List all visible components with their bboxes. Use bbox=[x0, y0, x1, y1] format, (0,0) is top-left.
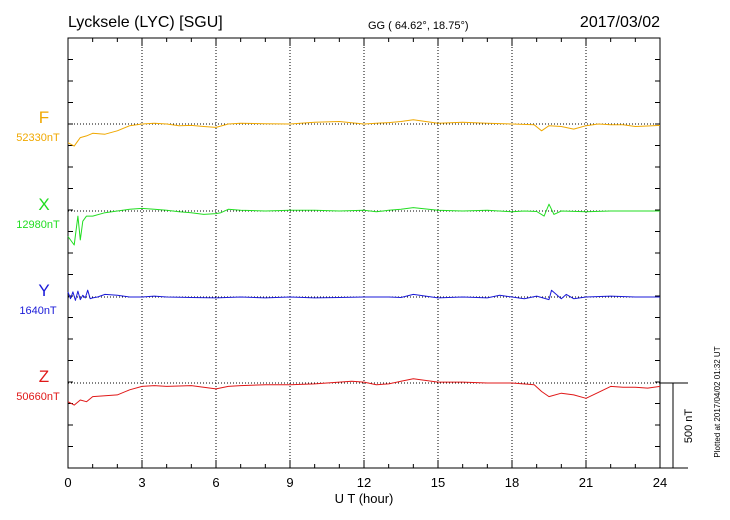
series-line-y bbox=[67, 289, 660, 301]
series-name-y: Y bbox=[38, 281, 49, 300]
plot-date: 2017/03/02 bbox=[580, 14, 660, 31]
scale-bar-label: 500 nT bbox=[683, 409, 695, 444]
series-line-z bbox=[67, 378, 661, 406]
axis-ticks bbox=[67, 38, 661, 468]
x-tick-label: 12 bbox=[357, 475, 371, 490]
series-baseline-x: 12980nT bbox=[16, 219, 60, 231]
series-name-f: F bbox=[39, 108, 49, 127]
x-axis-title: U T (hour) bbox=[335, 491, 394, 506]
x-tick-label: 0 bbox=[64, 475, 71, 490]
series-line-x bbox=[67, 203, 660, 246]
x-tick-label: 24 bbox=[653, 475, 667, 490]
series-labels: F 52330nT X 12980nT Y 1640nT Z 50660nT bbox=[16, 108, 60, 403]
x-tick-label: 21 bbox=[579, 475, 593, 490]
series-baseline-y: 1640nT bbox=[19, 305, 57, 317]
x-tick-labels: 0 3 6 9 12 15 18 21 24 bbox=[64, 475, 667, 490]
series-baseline-z: 50660nT bbox=[16, 391, 60, 403]
plotted-at-note: Plotted at 2017/04/02 01:32 UT bbox=[713, 346, 722, 457]
x-tick-label: 6 bbox=[212, 475, 219, 490]
vertical-grid bbox=[141, 38, 587, 468]
scale-bar: 500 nT bbox=[660, 382, 695, 469]
series-group bbox=[67, 119, 661, 406]
series-name-x: X bbox=[38, 195, 49, 214]
x-tick-label: 15 bbox=[431, 475, 445, 490]
plot-frame bbox=[67, 37, 661, 469]
series-line-f bbox=[67, 119, 661, 147]
x-tick-label: 18 bbox=[505, 475, 519, 490]
x-tick-label: 9 bbox=[286, 475, 293, 490]
x-tick-label: 3 bbox=[138, 475, 145, 490]
station-title: Lycksele (LYC) [SGU] bbox=[68, 14, 223, 31]
series-name-z: Z bbox=[39, 367, 49, 386]
station-coordinates: GG ( 64.62°, 18.75°) bbox=[368, 20, 469, 32]
series-baseline-f: 52330nT bbox=[16, 132, 60, 144]
